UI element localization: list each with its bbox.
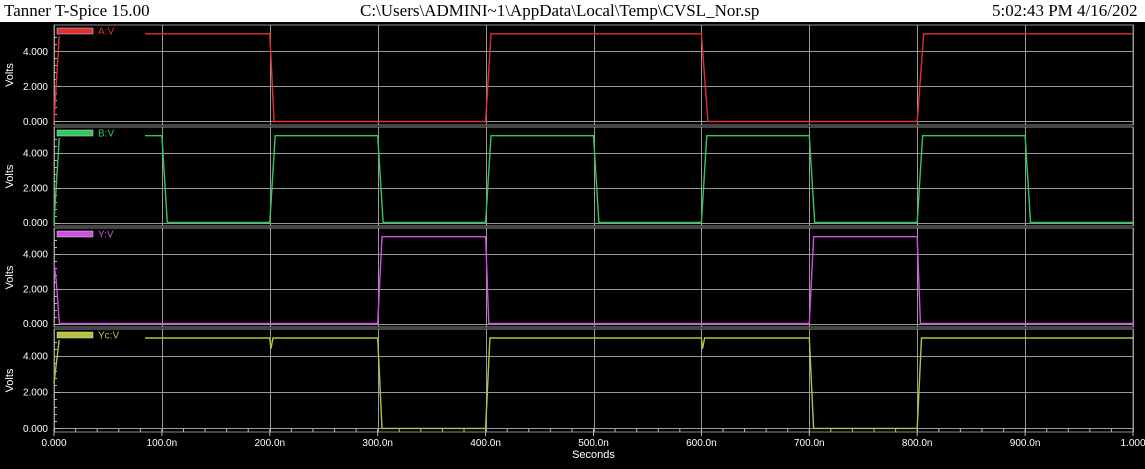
legend-label: A:V [98, 27, 114, 38]
legend-swatch [56, 331, 94, 339]
x-tick-label: 900.0n [1010, 438, 1041, 449]
legend-background [55, 330, 145, 340]
y-tick-label: 4.000 [23, 47, 48, 58]
plot-panel-3: 0.000 2.000 4.000 Volts Y:V [4, 227, 1134, 330]
plot-panel-1: 0.000 2.000 4.000 Volts A:V [4, 24, 1134, 128]
legend-swatch [56, 27, 94, 35]
x-tick-label: 700.0n [794, 438, 825, 449]
legend-label: B:V [98, 129, 114, 140]
legend: Y:V [55, 229, 145, 241]
waveform-a-v[interactable] [53, 33, 1133, 123]
y-axis-label: Volts [4, 368, 16, 392]
x-tick-label: 1.000 [1120, 438, 1145, 449]
y-tick-label: 2.000 [23, 284, 48, 295]
x-tick-label: 400.0n [470, 438, 501, 449]
legend-label: Yc:V [98, 331, 119, 342]
y-tick-label: 4.000 [23, 352, 48, 363]
x-tick-label: 100.0n [147, 438, 178, 449]
y-tick-label: 2.000 [23, 388, 48, 399]
y-axis-label: Volts [4, 164, 16, 188]
legend-swatch [56, 129, 94, 137]
waveform-b-v[interactable] [53, 134, 1133, 224]
timestamp: 5:02:43 PM 4/16/202 [992, 1, 1138, 20]
plot-frame [53, 227, 1134, 328]
x-tick-label: 300.0n [362, 438, 393, 449]
legend-swatch [56, 230, 94, 238]
y-tick-label: 0.000 [23, 319, 48, 330]
y-axis-label: Volts [4, 265, 16, 289]
app-title: Tanner T-Spice 15.00 [4, 1, 150, 20]
x-tick-label: 800.0n [902, 438, 933, 449]
y-tick-label: 4.000 [23, 149, 48, 160]
plot-frame [53, 328, 1134, 433]
x-axis-label: Seconds [572, 449, 615, 461]
legend: A:V [55, 26, 145, 38]
legend-label: Y:V [98, 230, 114, 241]
legend-background [55, 128, 145, 138]
file-path: C:\Users\ADMINI~1\AppData\Local\Temp\CVS… [360, 1, 760, 20]
legend: B:V [55, 128, 145, 140]
y-tick-label: 0.000 [23, 218, 48, 229]
y-axis-label: Volts [4, 63, 16, 87]
x-tick-label: 0.000 [41, 438, 66, 449]
waveform-y-v[interactable] [53, 235, 1133, 325]
y-tick-label: 2.000 [23, 183, 48, 194]
waveform-plots[interactable]: 0.000 2.000 4.000 Volts A:V 0.000 2.000 4.000 Vo… [0, 22, 1145, 469]
x-tick-label: 500.0n [578, 438, 609, 449]
waveform-yc-v[interactable] [53, 337, 1133, 430]
plot-panel-4: 0.000 2.000 4.000 Volts Yc:V 0.000 100.0n 200.0… [4, 328, 1145, 461]
x-tick-label: 200.0n [255, 438, 286, 449]
plot-frame [53, 24, 1134, 126]
plot-panel-2: 0.000 2.000 4.000 Volts B:V [4, 126, 1134, 229]
legend: Yc:V [55, 330, 145, 342]
title-bar: Tanner T-Spice 15.00 C:\Users\ADMINI~1\A… [0, 0, 1145, 22]
x-tick-label: 600.0n [686, 438, 717, 449]
y-tick-label: 0.000 [23, 117, 48, 128]
legend-background [55, 26, 145, 36]
y-tick-label: 0.000 [23, 424, 48, 435]
legend-background [55, 229, 145, 239]
y-tick-label: 4.000 [23, 250, 48, 261]
y-tick-label: 2.000 [23, 82, 48, 93]
